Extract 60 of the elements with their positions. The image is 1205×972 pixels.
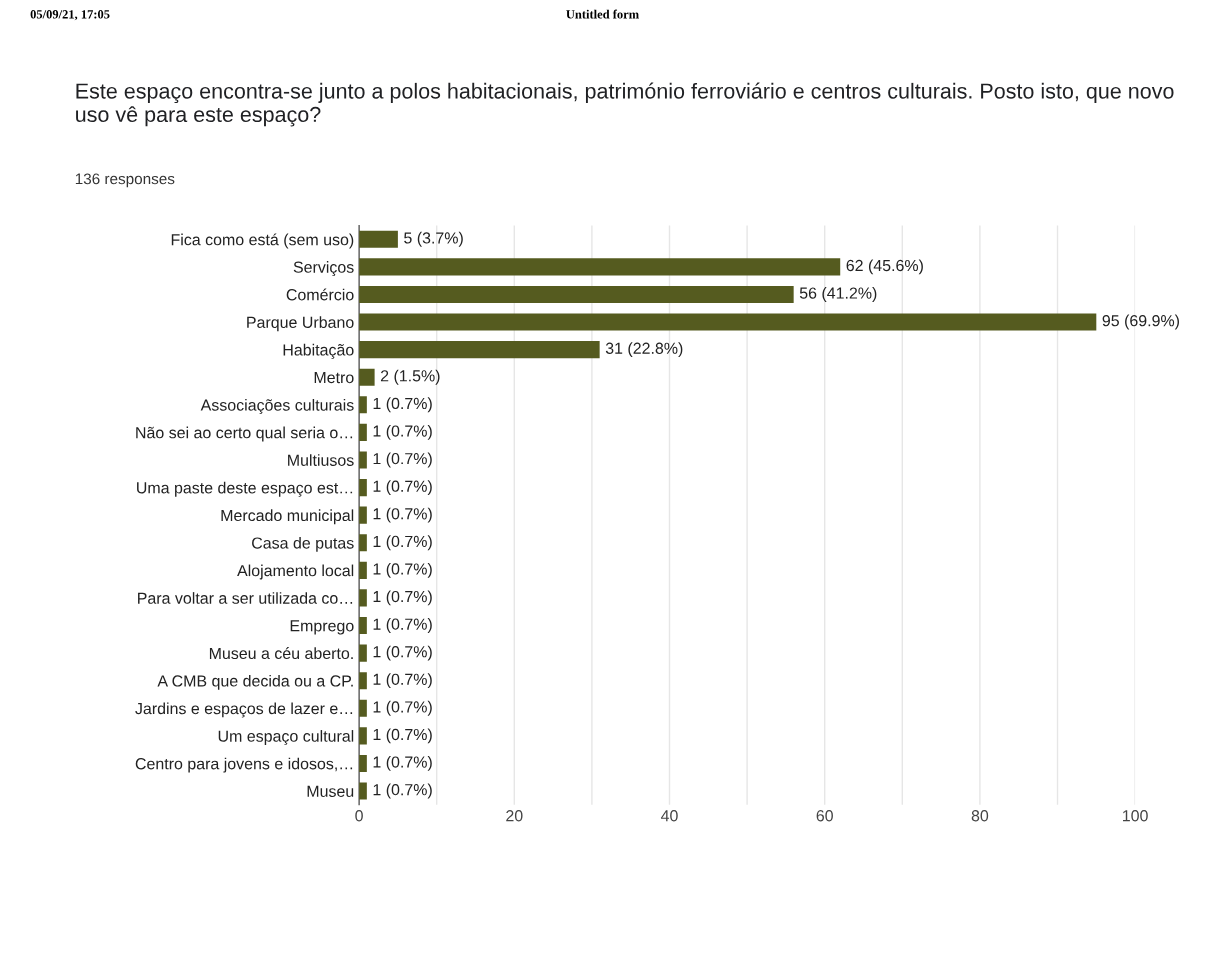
y-tick-label: Fica como está (sem uso) (171, 233, 354, 249)
data-label: 2 (1.5%) (380, 369, 440, 385)
data-label: 31 (22.8%) (605, 342, 683, 358)
data-label: 5 (3.7%) (404, 231, 463, 247)
bar (359, 258, 841, 276)
chart-title: Este espaço encontra-se junto a polos habitacionais, património ferroviário e centros culturais. Posto isto, que novo uso vê para este espaço? (76, 82, 1174, 127)
data-label: 1 (0.7%) (373, 700, 432, 716)
bar (359, 230, 398, 248)
y-tick-label: Casa de putas (252, 536, 354, 552)
data-label: 1 (0.7%) (373, 618, 432, 633)
y-tick-label: Uma paste deste espaço est… (137, 481, 353, 497)
y-tick-label: Associações culturais (200, 399, 354, 414)
text: Untitled form (566, 9, 639, 19)
y-tick-label: Habitação (283, 343, 354, 359)
y-tick-label: Museu (307, 785, 354, 797)
y-tick-label: Metro (314, 372, 354, 384)
data-label: 1 (0.7%) (373, 590, 432, 606)
data-label: 1 (0.7%) (373, 755, 432, 771)
y-tick-label: Um espaço cultural (218, 730, 354, 746)
x-tick-label: 80 (971, 810, 989, 822)
y-tick-label: Não sei ao certo qual seria o… (136, 426, 353, 442)
data-label: 1 (0.7%) (373, 728, 432, 744)
y-tick-label: Serviços (293, 261, 354, 277)
data-label: 1 (0.7%) (373, 507, 432, 523)
y-tick-label: Jardins e espaços de lazer e… (135, 702, 353, 718)
x-tick-label: 0 (355, 810, 363, 822)
bar (359, 341, 600, 359)
y-tick-label: Para voltar a ser utilizada co… (138, 592, 353, 604)
bar (359, 368, 375, 386)
text: 05/09/21, 17:05 (30, 10, 110, 21)
data-label: 1 (0.7%) (373, 562, 432, 578)
x-tick-label: 60 (816, 810, 833, 822)
bar (359, 782, 367, 800)
x-tick-label: 100 (1123, 810, 1148, 822)
y-tick-label: Mercado municipal (221, 509, 354, 525)
bar (359, 285, 794, 304)
data-label: 95 (69.9%) (1102, 314, 1179, 330)
y-tick-label: Centro para jovens e idosos,… (135, 757, 353, 773)
data-label: 1 (0.7%) (373, 673, 432, 689)
y-tick-label: Parque Urbano (247, 316, 354, 332)
data-label: 1 (0.7%) (373, 535, 432, 551)
data-label: 1 (0.7%) (373, 397, 432, 413)
data-label: 1 (0.7%) (373, 480, 432, 496)
y-tick-label: Comércio (286, 288, 354, 301)
y-tick-label: Multiusos (288, 454, 354, 466)
x-tick-label: 20 (506, 810, 523, 822)
data-label: 1 (0.7%) (373, 783, 432, 799)
x-tick-label: 40 (660, 810, 678, 822)
y-tick-label: Emprego (290, 620, 354, 635)
data-label: 56 (41.2%) (799, 287, 877, 302)
data-label: 1 (0.7%) (373, 645, 432, 661)
y-tick-label: A CMB que decida ou a CP. (157, 674, 353, 690)
y-tick-label: Alojamento local (237, 564, 354, 580)
text: 136 responses (75, 173, 175, 188)
data-label: 62 (45.6%) (846, 259, 923, 275)
data-label: 1 (0.7%) (373, 452, 432, 468)
data-label: 1 (0.7%) (373, 424, 432, 440)
bar (359, 313, 1097, 331)
bar (359, 451, 367, 469)
y-tick-label: Museu a céu aberto. (209, 647, 353, 660)
